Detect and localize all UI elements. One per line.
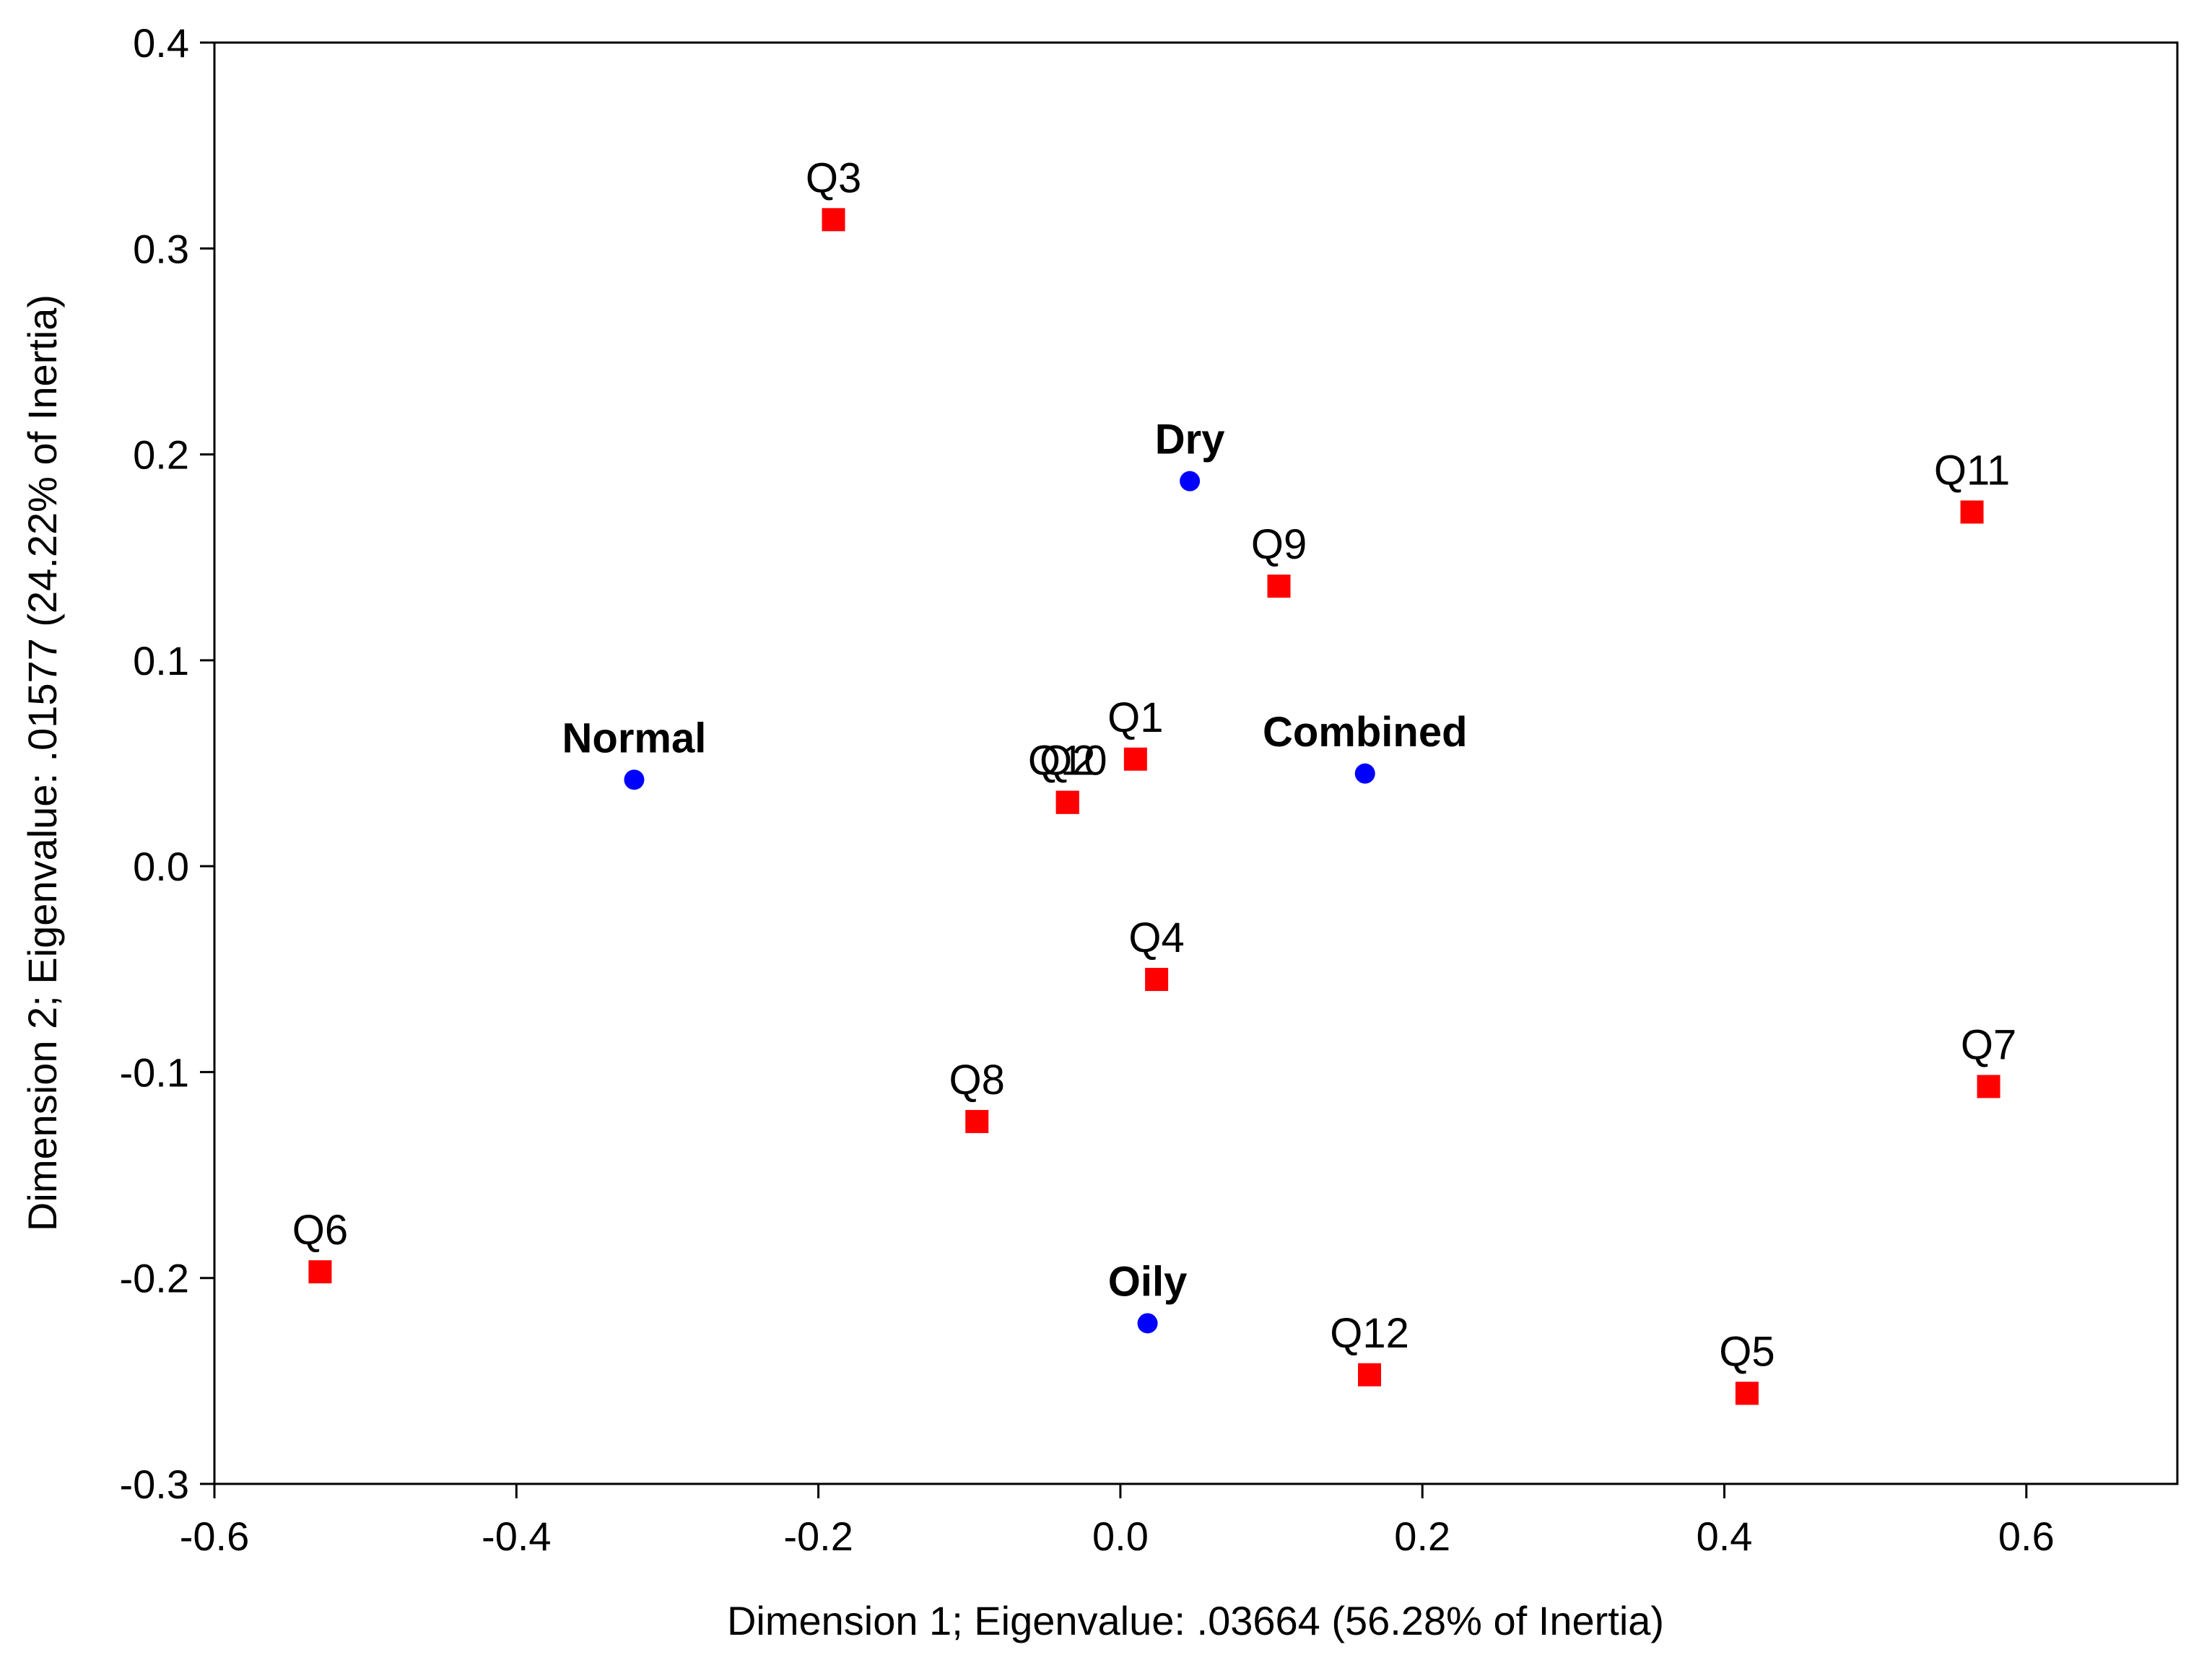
point-q1 bbox=[1123, 747, 1147, 771]
data-points bbox=[308, 208, 2000, 1405]
point-q9 bbox=[1267, 575, 1291, 598]
point-normal bbox=[624, 769, 645, 790]
x-tick-label: 0.0 bbox=[1092, 1513, 1149, 1559]
label-q1: Q1 bbox=[1107, 694, 1163, 741]
point-q4 bbox=[1145, 968, 1169, 992]
point-q7 bbox=[1977, 1075, 2000, 1098]
y-axis-title: Dimension 2; Eigenvalue: .01577 (24.22% … bbox=[19, 294, 65, 1231]
label-q10: Q10 bbox=[1028, 738, 1107, 785]
label-normal: Normal bbox=[562, 715, 707, 761]
label-q3: Q3 bbox=[806, 154, 861, 201]
y-tick-label: 0.2 bbox=[133, 432, 189, 478]
label-oily: Oily bbox=[1108, 1258, 1188, 1305]
point-dry bbox=[1180, 471, 1201, 492]
label-combined: Combined bbox=[1263, 709, 1468, 756]
point-combined bbox=[1354, 763, 1375, 784]
point-q11 bbox=[1960, 500, 1984, 524]
point-q8 bbox=[965, 1109, 989, 1133]
label-dry: Dry bbox=[1155, 416, 1225, 463]
y-tick-label: 0.4 bbox=[133, 20, 189, 66]
y-axis: -0.3 -0.2 -0.1 0.0 0.1 0.2 0.3 0.4 bbox=[120, 20, 214, 1507]
y-tick-label: -0.2 bbox=[120, 1256, 190, 1301]
label-q11: Q11 bbox=[1934, 447, 2010, 494]
x-tick-label: -0.6 bbox=[180, 1513, 250, 1559]
point-q10 bbox=[1055, 790, 1079, 814]
label-q5: Q5 bbox=[1719, 1328, 1775, 1375]
label-q6: Q6 bbox=[292, 1207, 348, 1254]
y-tick-label: 0.3 bbox=[133, 226, 189, 271]
point-q3 bbox=[822, 208, 845, 232]
y-tick-label: 0.0 bbox=[133, 844, 189, 889]
y-tick-label: -0.3 bbox=[120, 1462, 190, 1507]
y-tick-label: 0.1 bbox=[133, 638, 189, 683]
label-q7: Q7 bbox=[1961, 1021, 2016, 1068]
label-q4: Q4 bbox=[1128, 914, 1184, 961]
x-tick-label: -0.2 bbox=[783, 1513, 853, 1559]
y-tick-label: -0.1 bbox=[120, 1049, 190, 1095]
point-q6 bbox=[308, 1260, 332, 1284]
label-q9: Q9 bbox=[1251, 521, 1307, 568]
label-q8: Q8 bbox=[949, 1057, 1005, 1104]
x-tick-label: 0.4 bbox=[1697, 1513, 1753, 1559]
label-q2: Q2 bbox=[1040, 738, 1095, 785]
label-q12: Q12 bbox=[1330, 1310, 1409, 1357]
x-axis-title: Dimension 1; Eigenvalue: .03664 (56.28% … bbox=[727, 1598, 1664, 1643]
point-q5 bbox=[1735, 1381, 1759, 1405]
x-tick-label: 0.6 bbox=[1998, 1513, 2055, 1559]
plot-frame bbox=[213, 41, 2179, 1485]
x-axis: -0.6 -0.4 -0.2 0.0 0.2 0.4 0.6 bbox=[180, 1484, 2055, 1559]
x-tick-label: -0.4 bbox=[482, 1513, 552, 1559]
x-tick-label: 0.2 bbox=[1394, 1513, 1450, 1559]
point-q12 bbox=[1358, 1363, 1382, 1386]
point-oily bbox=[1137, 1313, 1158, 1334]
